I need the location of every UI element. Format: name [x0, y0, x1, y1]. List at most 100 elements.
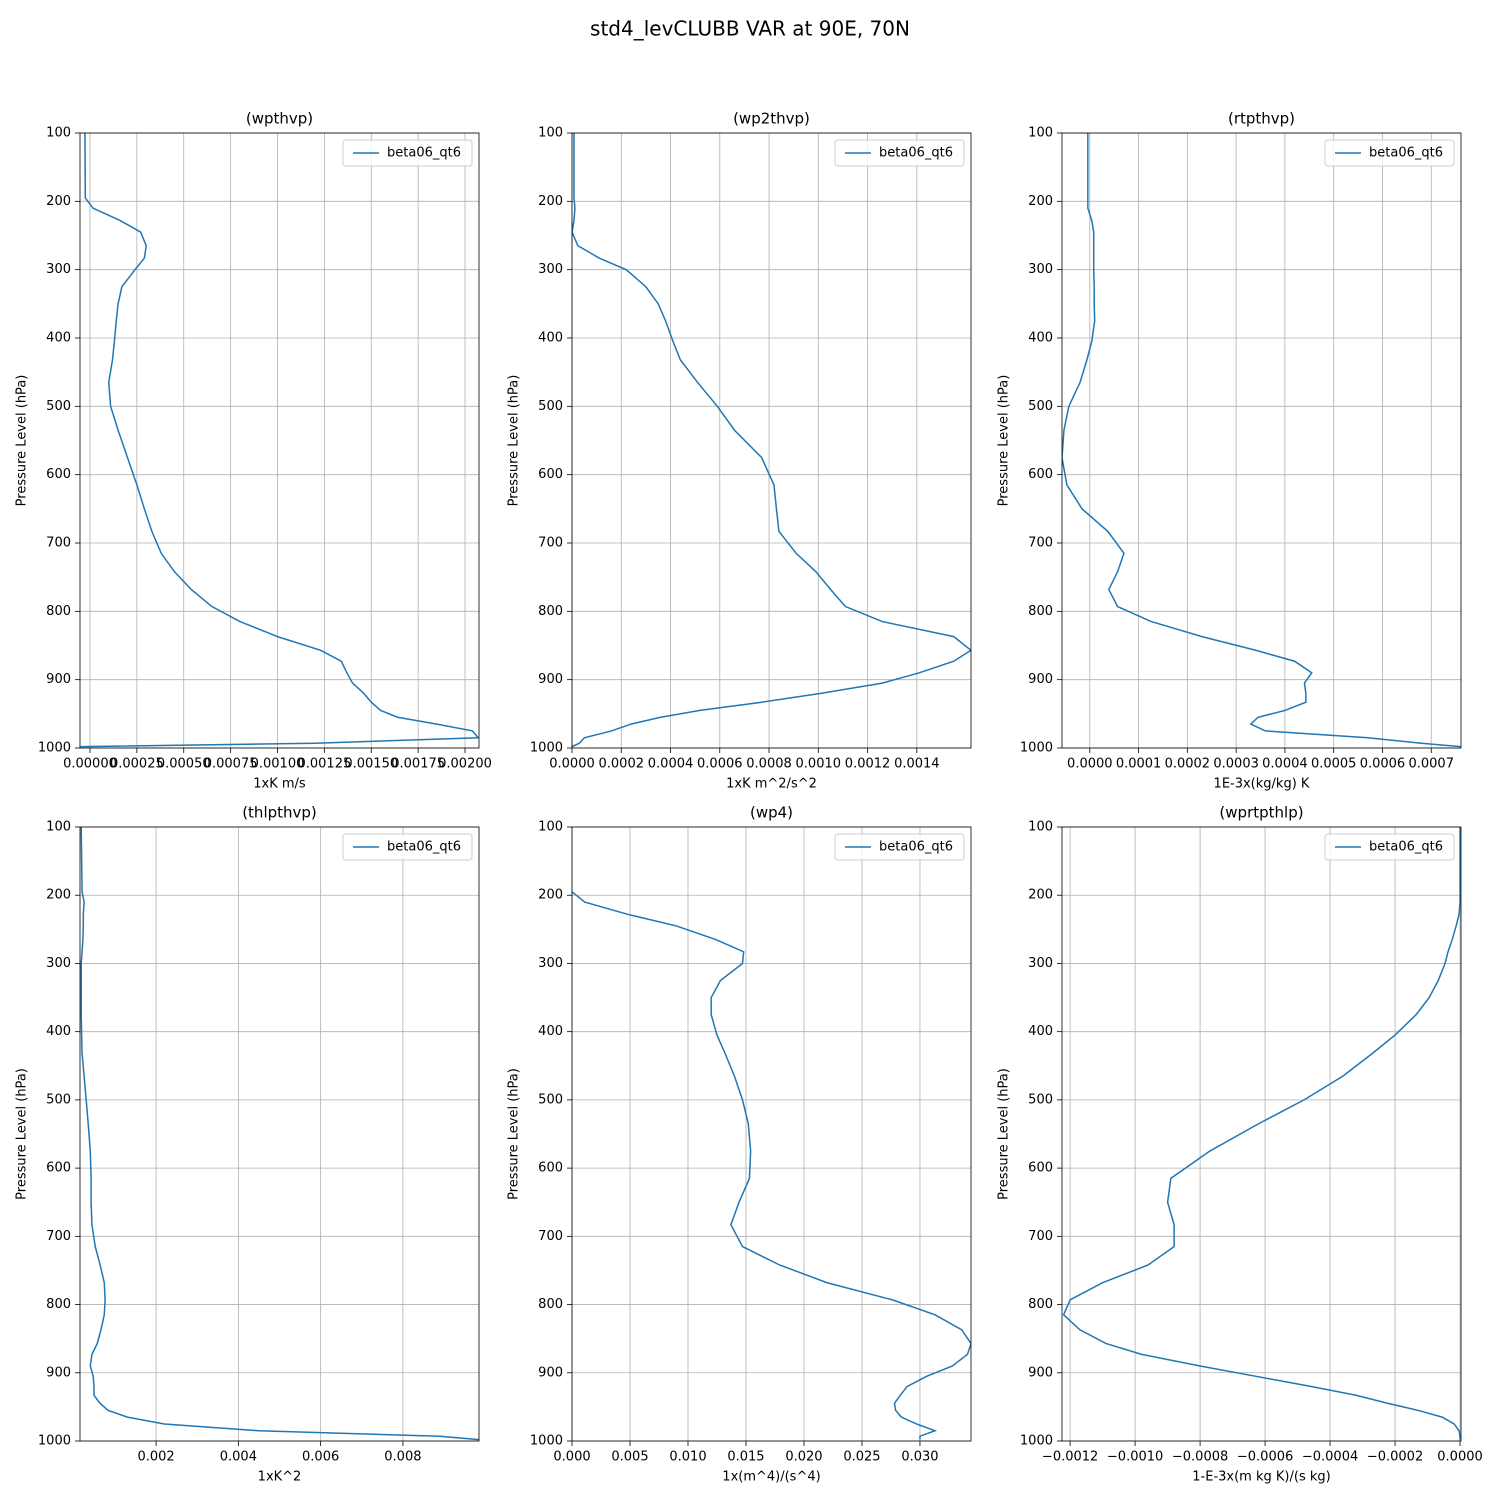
x-tick-label: 0.0006	[1360, 757, 1406, 772]
x-tick-label: 0.00175	[391, 757, 445, 772]
y-tick-label: 900	[538, 1365, 563, 1380]
y-axis-label: Pressure Level (hPa)	[507, 375, 522, 507]
y-tick-label: 400	[46, 1024, 71, 1039]
subplot-title: (wprtpthlp)	[1219, 804, 1303, 822]
x-tick-label: −0.0010	[1107, 1450, 1163, 1465]
x-tick-label: 0.025	[843, 1450, 880, 1465]
y-tick-label: 800	[46, 604, 71, 619]
x-tick-label: 0.00200	[438, 757, 492, 772]
x-tick-label: 0.030	[901, 1450, 938, 1465]
plot-area	[1062, 133, 1461, 748]
y-tick-label: 1000	[530, 1434, 563, 1449]
legend-label: beta06_qt6	[1369, 840, 1443, 855]
x-axis-label: 1xK m^2/s^2	[726, 777, 817, 792]
x-tick-label: 0.0014	[894, 757, 940, 772]
profile-line	[1062, 133, 1461, 748]
legend-label: beta06_qt6	[387, 840, 461, 855]
legend-label: beta06_qt6	[387, 146, 461, 161]
axes-frame	[1061, 826, 1462, 1442]
x-tick-label: 0.0002	[1165, 757, 1211, 772]
x-tick-label: 0.00075	[204, 757, 258, 772]
x-tick-label: 0.002	[137, 1450, 174, 1465]
y-tick-label: 500	[1028, 399, 1053, 414]
x-tick-label: 0.0005	[1311, 757, 1357, 772]
y-tick-label: 800	[46, 1297, 71, 1312]
y-tick-label: 500	[538, 1092, 563, 1107]
y-tick-label: 900	[46, 1365, 71, 1380]
y-tick-label: 500	[1028, 1092, 1053, 1107]
y-tick-label: 600	[538, 1161, 563, 1176]
axes-frame	[1061, 132, 1462, 749]
y-tick-label: 400	[46, 331, 71, 346]
y-tick-label: 300	[538, 262, 563, 277]
y-tick-label: 600	[538, 467, 563, 482]
y-tick-label: 100	[538, 126, 563, 141]
y-tick-label: 900	[538, 672, 563, 687]
legend-box	[1324, 139, 1455, 167]
axes-frame	[79, 826, 480, 1442]
profile-line	[80, 827, 479, 1441]
y-tick-label: 700	[538, 1229, 563, 1244]
x-tick-label: −0.0012	[1042, 1450, 1098, 1465]
x-tick-label: −0.0006	[1237, 1450, 1293, 1465]
y-tick-label: 1000	[38, 741, 71, 756]
y-tick-label: 400	[538, 331, 563, 346]
x-tick-label: 0.00100	[251, 757, 305, 772]
figure-title: std4_levCLUBB VAR at 90E, 70N	[590, 17, 910, 41]
x-tick-label: 0.0003	[1213, 757, 1259, 772]
y-tick-label: 700	[1028, 536, 1053, 551]
x-tick-label: 0.0004	[648, 757, 694, 772]
x-tick-label: 0.00050	[157, 757, 211, 772]
x-axis-label: 1xK^2	[258, 1470, 302, 1485]
y-tick-label: 600	[46, 1161, 71, 1176]
y-tick-label: 200	[46, 194, 71, 209]
x-tick-label: 0.0000	[1067, 757, 1113, 772]
y-tick-label: 800	[538, 604, 563, 619]
x-tick-label: 0.00150	[344, 757, 398, 772]
y-tick-label: 900	[1028, 672, 1053, 687]
x-tick-label: 0.0010	[796, 757, 842, 772]
profile-line	[572, 133, 971, 748]
legend-box	[1324, 833, 1455, 861]
legend-box	[342, 139, 473, 167]
x-tick-label: 0.010	[669, 1450, 706, 1465]
y-tick-label: 700	[1028, 1229, 1053, 1244]
y-tick-label: 400	[1028, 1024, 1053, 1039]
y-axis-label: Pressure Level (hPa)	[997, 375, 1012, 507]
y-tick-label: 600	[1028, 1161, 1053, 1176]
y-tick-label: 100	[46, 126, 71, 141]
y-tick-label: 300	[46, 262, 71, 277]
x-tick-label: 0.0004	[1262, 757, 1308, 772]
y-tick-label: 600	[46, 467, 71, 482]
profile-line	[1062, 827, 1461, 1440]
x-tick-label: −0.0004	[1302, 1450, 1358, 1465]
y-tick-label: 100	[1028, 126, 1053, 141]
axes-frame	[571, 132, 972, 749]
x-tick-label: 0.0012	[845, 757, 891, 772]
x-tick-label: 0.005	[611, 1450, 648, 1465]
x-tick-label: 0.00000	[63, 757, 117, 772]
x-tick-label: −0.0008	[1172, 1450, 1228, 1465]
y-tick-label: 200	[1028, 888, 1053, 903]
x-axis-label: 1E-3x(kg/kg) K	[1214, 777, 1310, 792]
y-tick-label: 500	[538, 399, 563, 414]
y-tick-label: 700	[46, 536, 71, 551]
x-tick-label: 0.0006	[697, 757, 743, 772]
legend-label: beta06_qt6	[1369, 146, 1443, 161]
legend-box	[342, 833, 473, 861]
y-tick-label: 800	[1028, 1297, 1053, 1312]
x-tick-label: 0.0001	[1116, 757, 1162, 772]
x-axis-label: 1xK m/s	[253, 777, 306, 792]
x-tick-label: 0.00125	[297, 757, 351, 772]
y-tick-label: 200	[538, 194, 563, 209]
y-axis-label: Pressure Level (hPa)	[997, 1068, 1012, 1200]
y-tick-label: 100	[46, 820, 71, 835]
y-tick-label: 500	[46, 399, 71, 414]
plot-area	[572, 133, 971, 748]
y-tick-label: 200	[1028, 194, 1053, 209]
x-axis-label: 1x(m^4)/(s^4)	[722, 1470, 820, 1485]
y-tick-label: 200	[538, 888, 563, 903]
profile-line	[80, 133, 479, 748]
